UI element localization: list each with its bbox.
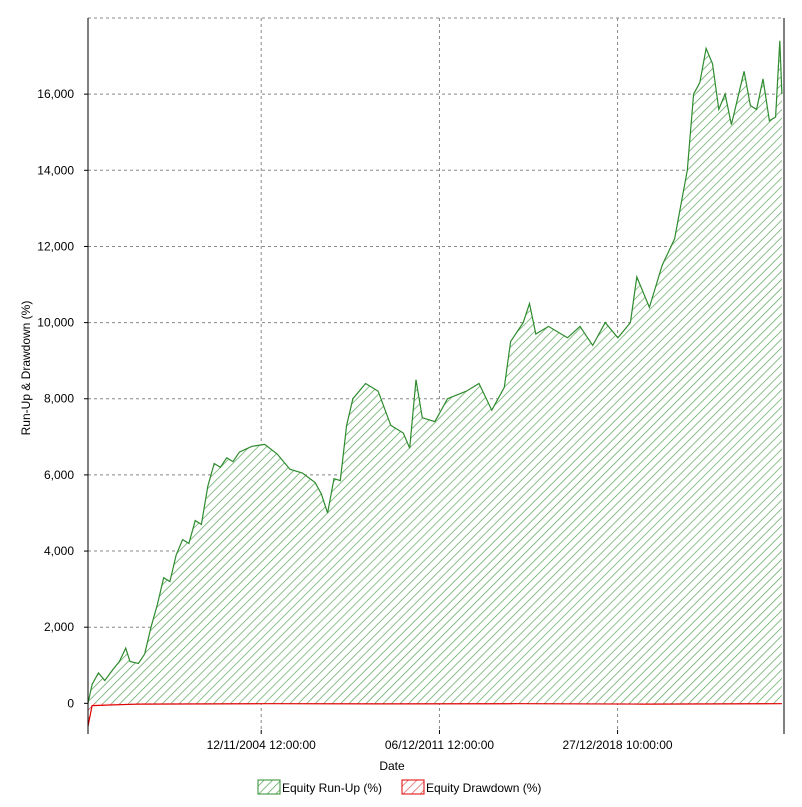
x-tick-label: 12/11/2004 12:00:00 bbox=[207, 738, 317, 752]
series-line-drawdown bbox=[88, 703, 782, 727]
legend-swatch-drawdown bbox=[401, 779, 425, 795]
x-ticks: 12/11/2004 12:00:00 06/12/2011 12:00:00 27… bbox=[87, 730, 785, 752]
series-group bbox=[88, 40, 783, 727]
y-ticks: 0 2,000 4,000 6,000 8,000 10,000 12,000 14,000 1… bbox=[37, 87, 88, 710]
y-tick-label: 4,000 bbox=[44, 544, 74, 558]
series-line-run-up bbox=[88, 40, 783, 704]
x-tick-label: 06/12/2011 12:00:00 bbox=[385, 738, 495, 752]
y-tick-label: 6,000 bbox=[44, 468, 74, 482]
series-area-drawdown bbox=[88, 703, 782, 727]
y-tick-label: 14,000 bbox=[37, 163, 74, 177]
legend-swatch-run-up bbox=[257, 779, 281, 795]
y-tick-label: 8,000 bbox=[44, 392, 74, 406]
y-axis-title: Run-Up & Drawdown (%) bbox=[19, 301, 33, 436]
y-tick-label: 12,000 bbox=[37, 239, 74, 253]
series-area-run-up bbox=[88, 40, 782, 704]
y-tick-label: 16,000 bbox=[37, 87, 74, 101]
axes bbox=[87, 18, 785, 731]
y-tick-label: 2,000 bbox=[44, 620, 74, 634]
legend: Equity Run-Up (%) Equity Drawdown (%) bbox=[257, 779, 541, 795]
y-tick-label: 10,000 bbox=[37, 316, 74, 330]
x-tick-label: 27/12/2018 10:00:00 bbox=[563, 738, 673, 752]
x-axis-title: Date bbox=[379, 759, 405, 773]
legend-label-drawdown: Equity Drawdown (%) bbox=[426, 781, 541, 795]
legend-label-run-up: Equity Run-Up (%) bbox=[282, 781, 382, 795]
y-tick-label: 0 bbox=[67, 696, 74, 710]
